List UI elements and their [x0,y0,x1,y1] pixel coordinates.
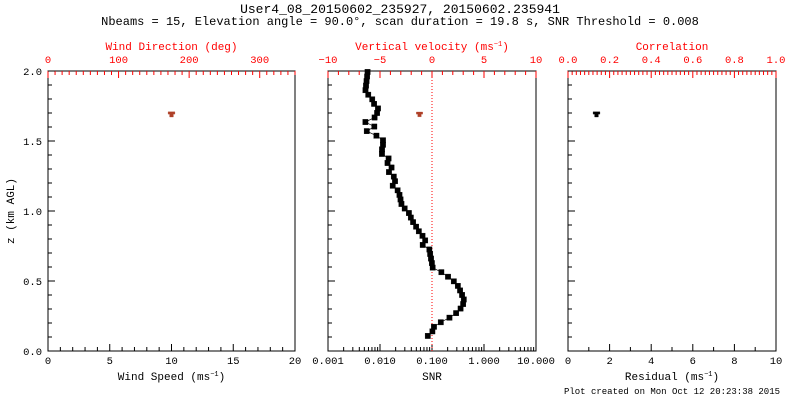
svg-text:2: 2 [606,356,612,368]
svg-text:0.2: 0.2 [600,55,619,67]
svg-text:Residual (ms−1): Residual (ms−1) [625,371,719,384]
svg-text:8: 8 [731,356,737,368]
svg-text:10: 10 [165,356,178,368]
svg-text:0.6: 0.6 [683,55,702,67]
svg-text:z (km AGL): z (km AGL) [6,178,18,244]
svg-text:6: 6 [690,356,696,368]
svg-text:10.000: 10.000 [517,356,555,368]
svg-text:5: 5 [107,356,113,368]
svg-text:0.0: 0.0 [23,347,42,359]
svg-text:0.0: 0.0 [559,55,578,67]
svg-text:10: 10 [770,356,783,368]
svg-text:Correlation: Correlation [636,42,709,54]
svg-text:1.0: 1.0 [767,55,786,67]
svg-text:0: 0 [45,55,51,67]
svg-text:0: 0 [565,356,571,368]
svg-text:0.100: 0.100 [416,356,448,368]
svg-text:1.000: 1.000 [468,356,500,368]
svg-text:20: 20 [289,356,302,368]
svg-text:1.0: 1.0 [23,207,42,219]
svg-text:15: 15 [227,356,240,368]
svg-text:−10: −10 [319,55,338,67]
svg-text:5: 5 [481,55,487,67]
svg-text:−5: −5 [374,55,387,67]
svg-text:1.5: 1.5 [23,137,42,149]
svg-text:0.010: 0.010 [364,356,396,368]
svg-text:0.4: 0.4 [642,55,661,67]
svg-text:200: 200 [180,55,199,67]
svg-text:Wind Direction (deg): Wind Direction (deg) [105,42,237,54]
svg-text:0.001: 0.001 [312,356,344,368]
svg-text:2.0: 2.0 [23,67,42,79]
svg-text:10: 10 [530,55,543,67]
svg-text:0.8: 0.8 [725,55,744,67]
svg-text:100: 100 [109,55,128,67]
svg-text:4: 4 [648,356,654,368]
svg-text:Wind Speed (ms−1): Wind Speed (ms−1) [118,371,225,384]
svg-text:0.5: 0.5 [23,277,42,289]
svg-text:300: 300 [250,55,269,67]
svg-text:Vertical velocity (ms−1): Vertical velocity (ms−1) [355,41,509,54]
svg-text:0: 0 [429,55,435,67]
svg-text:SNR: SNR [422,372,442,384]
svg-text:0: 0 [45,356,51,368]
